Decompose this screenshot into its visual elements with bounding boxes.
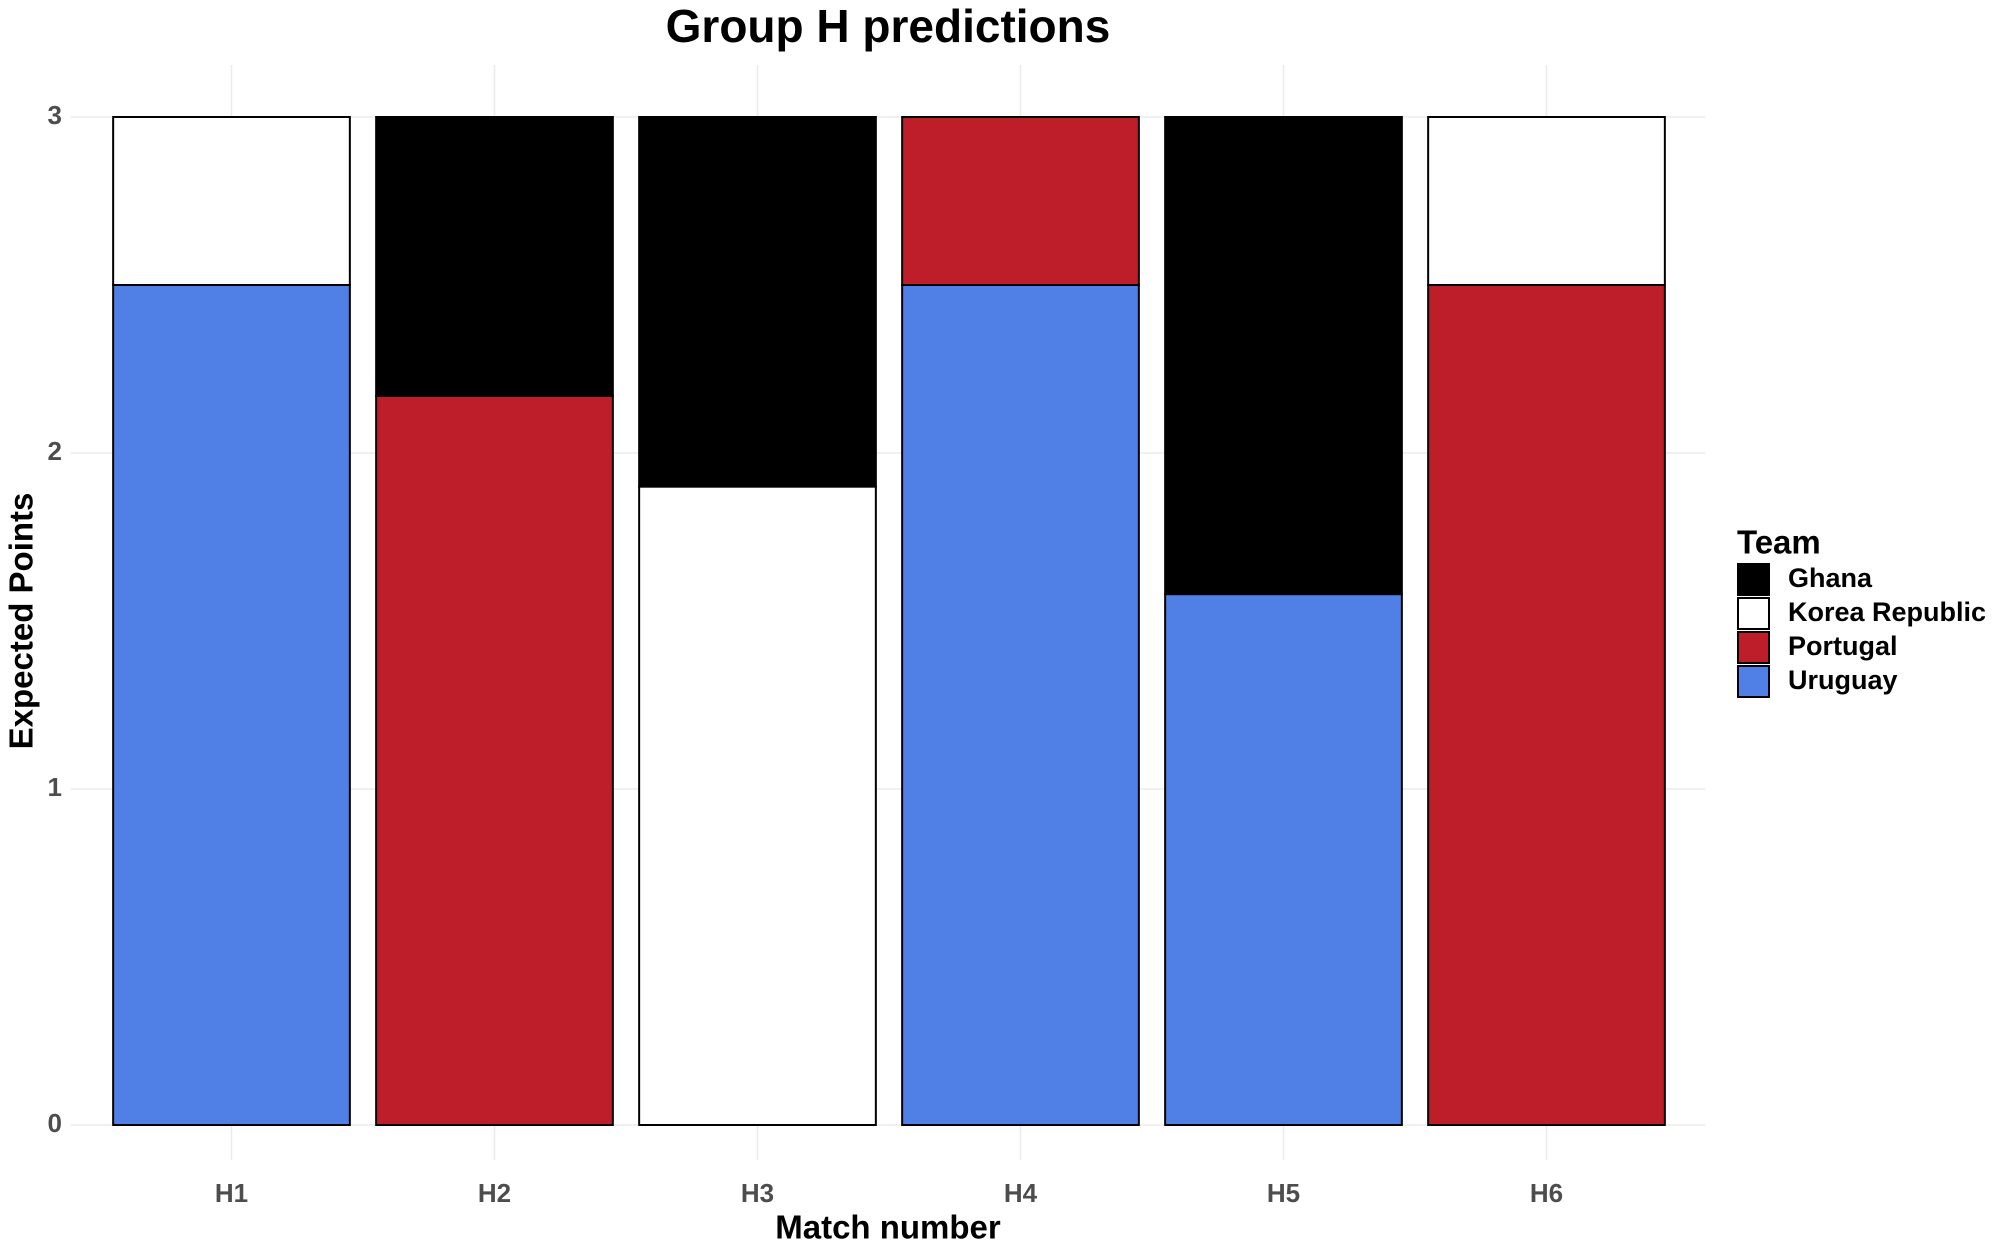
x-axis-title: Match number — [775, 1209, 1001, 1246]
legend-label: Korea Republic — [1788, 597, 1986, 627]
bar-segment — [375, 116, 614, 397]
x-tick-label: H1 — [215, 1178, 248, 1208]
y-tick-label: 3 — [48, 100, 62, 130]
bar-segment — [638, 485, 877, 1127]
y-tick-label: 0 — [48, 1108, 62, 1138]
x-tick-label: H2 — [478, 1178, 511, 1208]
legend-key — [1737, 665, 1770, 698]
x-tick-label: H5 — [1267, 1178, 1300, 1208]
x-tick-label: H3 — [741, 1178, 774, 1208]
chart-title: Group H predictions — [666, 0, 1111, 52]
bar-segment — [1427, 116, 1666, 286]
bar-segment — [638, 116, 877, 488]
legend-key — [1737, 597, 1770, 630]
x-tick-label: H4 — [1004, 1178, 1038, 1208]
bar-segment — [1427, 284, 1666, 1126]
bar-segment — [1164, 593, 1403, 1126]
y-tick-label: 2 — [48, 436, 62, 466]
legend-title: Team — [1737, 524, 1821, 561]
legend-label: Uruguay — [1788, 665, 1898, 695]
x-tick-label: H6 — [1530, 1178, 1563, 1208]
bar-segment — [112, 284, 351, 1126]
legend-label: Ghana — [1788, 563, 1873, 593]
bar-segment — [375, 394, 614, 1126]
legend-key — [1737, 631, 1770, 664]
legend-key — [1737, 563, 1770, 596]
legend-label: Portugal — [1788, 631, 1898, 661]
bar-segment — [112, 116, 351, 286]
bar-segment — [901, 116, 1140, 286]
y-axis-title: Expected Points — [3, 493, 40, 750]
bar-segment — [1164, 116, 1403, 596]
bar-segment — [901, 284, 1140, 1126]
y-tick-label: 1 — [48, 772, 62, 802]
